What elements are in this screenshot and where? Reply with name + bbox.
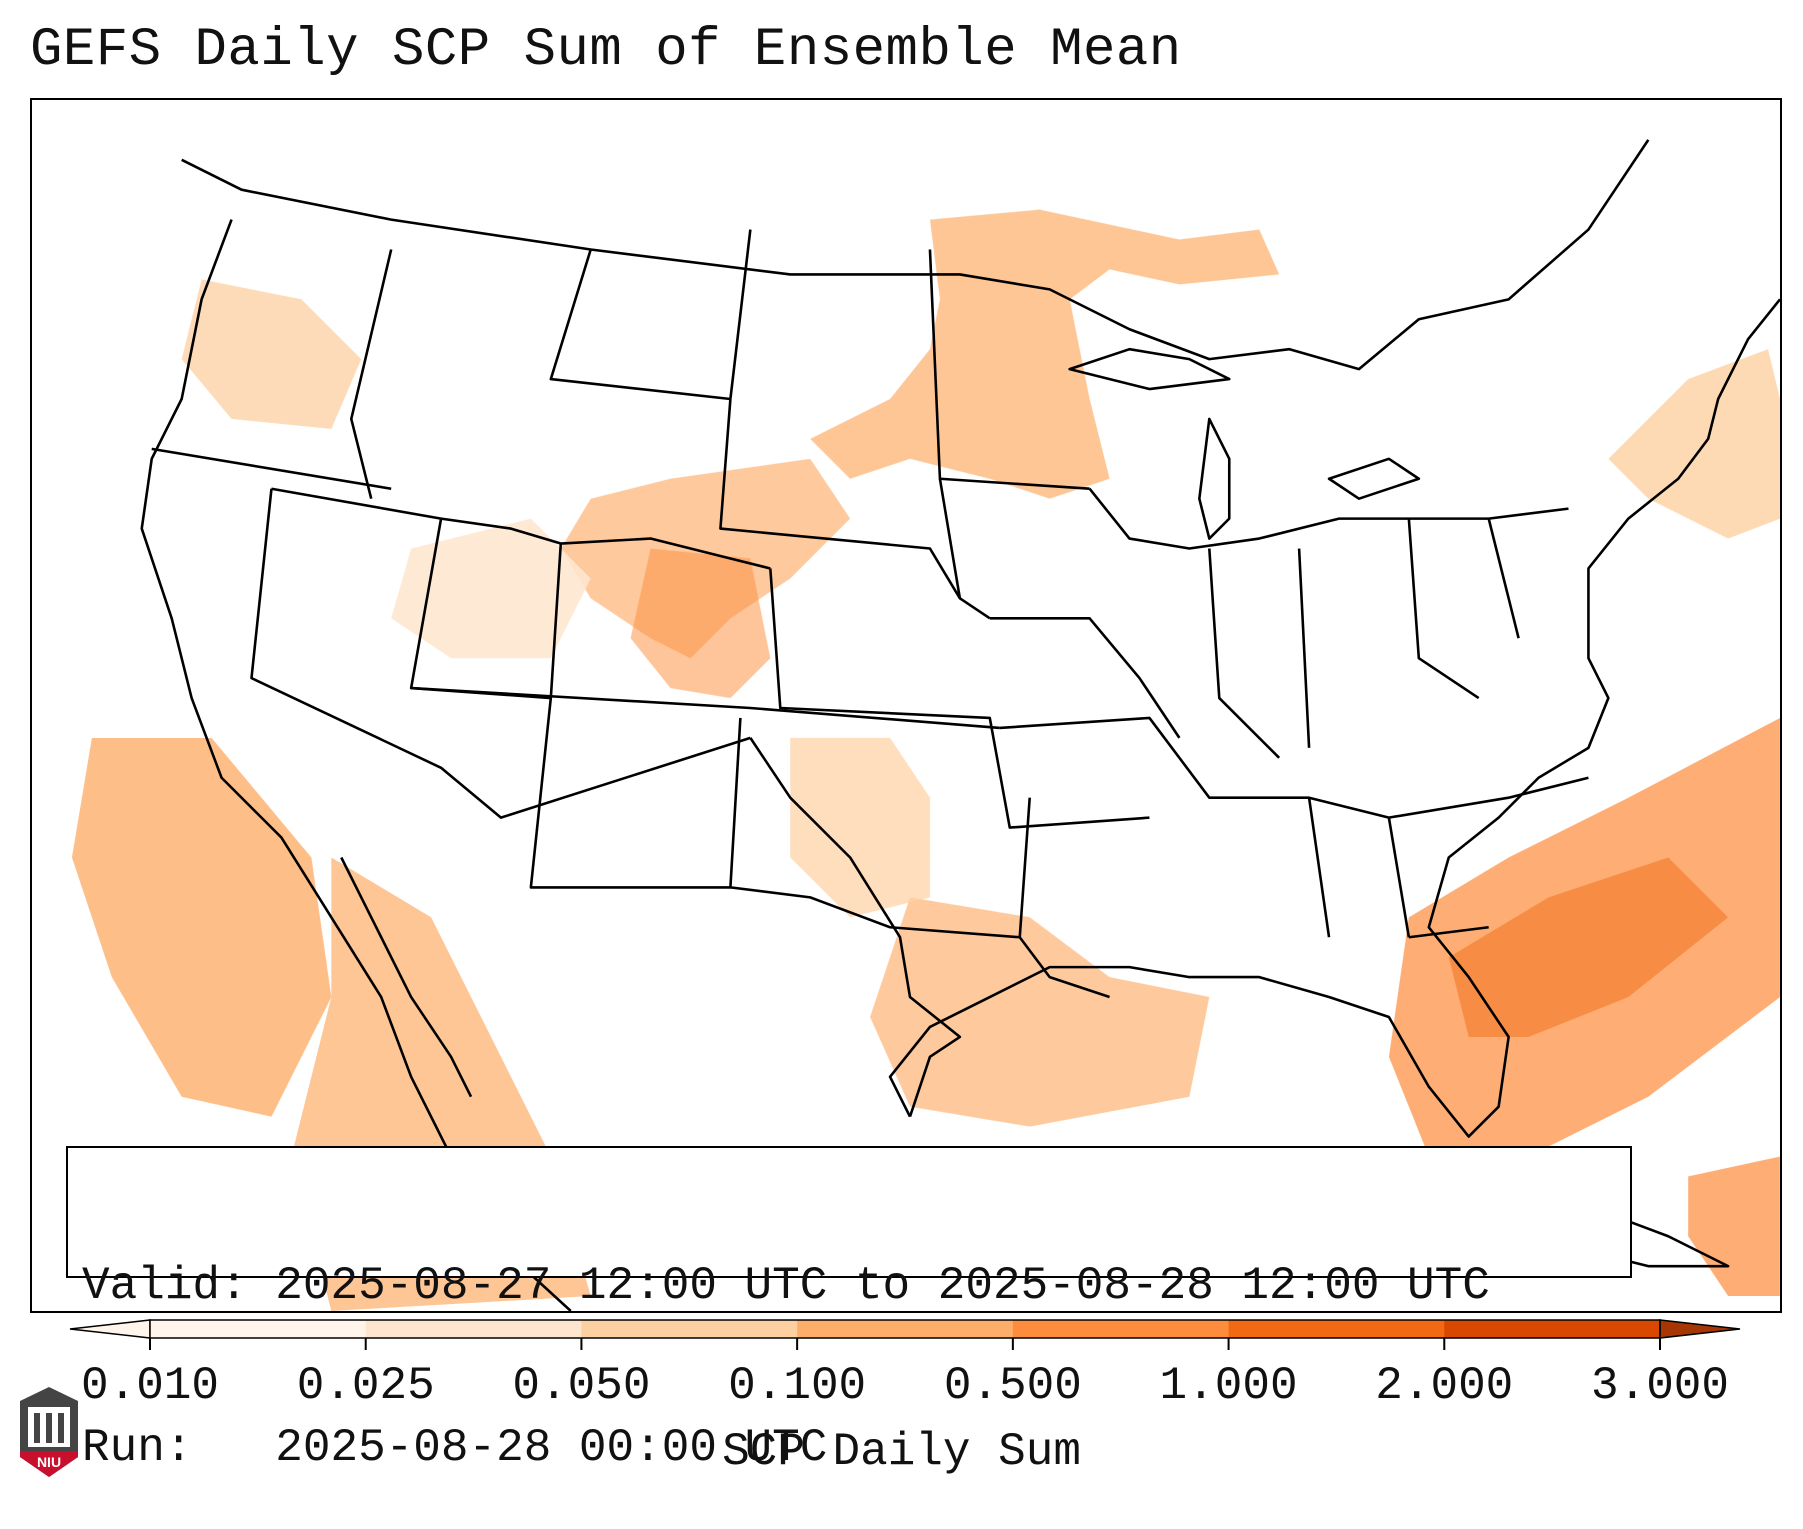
scp-region-colorado xyxy=(630,548,771,699)
colorbar: 0.010 0.025 0.050 0.100 0.500 1.000 2.000 3.000… xyxy=(0,1310,1803,1500)
colorbar-tick-label: 3.000 xyxy=(1590,1360,1730,1412)
colorbar-tick-label: 0.010 xyxy=(80,1360,220,1412)
map-panel xyxy=(30,98,1782,1313)
scp-region-pacific-sw xyxy=(71,737,332,1117)
lake-michigan xyxy=(1198,417,1231,540)
scp-region-atlantic-core xyxy=(1448,857,1729,1037)
valid-line: Valid: 2025-08-27 12:00 UTC to 2025-08-2… xyxy=(82,1259,1616,1313)
west-coast xyxy=(140,219,333,918)
colorbar-segment xyxy=(365,1320,582,1338)
colorbar-segment xyxy=(1228,1320,1445,1338)
run-label: Run: xyxy=(82,1422,193,1474)
scp-region-great-basin xyxy=(391,518,591,659)
colorbar-outline xyxy=(149,1319,1661,1339)
map-title: GEFS Daily SCP Sum of Ensemble Mean xyxy=(30,20,1182,81)
svg-text:NIU: NIU xyxy=(37,1454,61,1470)
niu-logo-icon: NIU xyxy=(20,1387,78,1477)
colorbar-tick-label: 1.000 xyxy=(1159,1360,1298,1412)
valid-value: 2025-08-27 12:00 UTC to 2025-08-28 12:00… xyxy=(275,1260,1490,1312)
scp-region-southern-plains xyxy=(790,737,930,918)
colorbar-segment xyxy=(1012,1320,1230,1338)
scp-region-gulf xyxy=(870,897,1210,1127)
colorbar-segment xyxy=(797,1320,1014,1338)
colorbar-tick-label: 2.000 xyxy=(1375,1360,1514,1412)
canada-border xyxy=(181,139,1650,371)
colorbar-segment xyxy=(1444,1320,1661,1338)
colorbar-tick-label: 0.025 xyxy=(296,1360,435,1412)
colorbar-svg xyxy=(69,1319,1741,1350)
colorbar-tick-label: 0.050 xyxy=(512,1360,651,1412)
colorbar-segment xyxy=(150,1320,367,1338)
scp-region-new-england xyxy=(1608,349,1780,539)
scp-map xyxy=(71,139,1780,1311)
scp-region-pacific-nw xyxy=(181,279,362,429)
colorbar-tick-label: 0.500 xyxy=(943,1360,1082,1412)
run-line: Run: 2025-08-28 00:00 UTC xyxy=(82,1421,1616,1475)
colorbar-ticks xyxy=(149,1338,1661,1350)
validity-info-box: Valid: 2025-08-27 12:00 UTC to 2025-08-2… xyxy=(66,1146,1632,1474)
colorbar-segments xyxy=(69,1319,1741,1339)
scp-region-caribbean xyxy=(1688,1156,1780,1297)
colorbar-segment xyxy=(581,1320,798,1338)
colorbar-tick-label: 0.100 xyxy=(728,1360,867,1412)
gulf-coast-east xyxy=(888,298,1780,1138)
run-value: 2025-08-28 00:00 UTC xyxy=(275,1422,828,1474)
colorbar-extend-max xyxy=(1659,1319,1741,1339)
gulf-coast xyxy=(749,737,962,1118)
colorbar-extend-min xyxy=(69,1319,151,1339)
colorbar-label: SCP Daily Sum xyxy=(722,1426,1081,1478)
valid-label: Valid: xyxy=(82,1260,248,1312)
state-boundaries xyxy=(140,139,1780,1311)
lake-superior xyxy=(1068,347,1231,391)
scp-region-upper-midwest xyxy=(810,209,1280,499)
lake-erie xyxy=(1327,457,1421,500)
